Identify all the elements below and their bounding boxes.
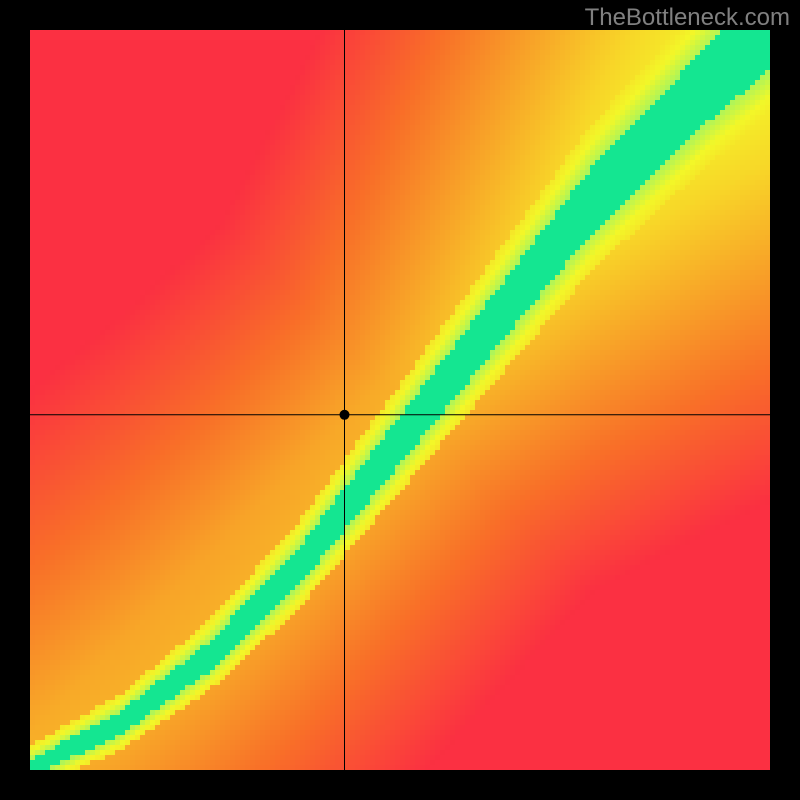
heatmap-canvas (30, 30, 770, 770)
watermark-text: TheBottleneck.com (585, 4, 790, 32)
plot-area (30, 30, 770, 770)
chart-container: TheBottleneck.com (0, 0, 800, 800)
